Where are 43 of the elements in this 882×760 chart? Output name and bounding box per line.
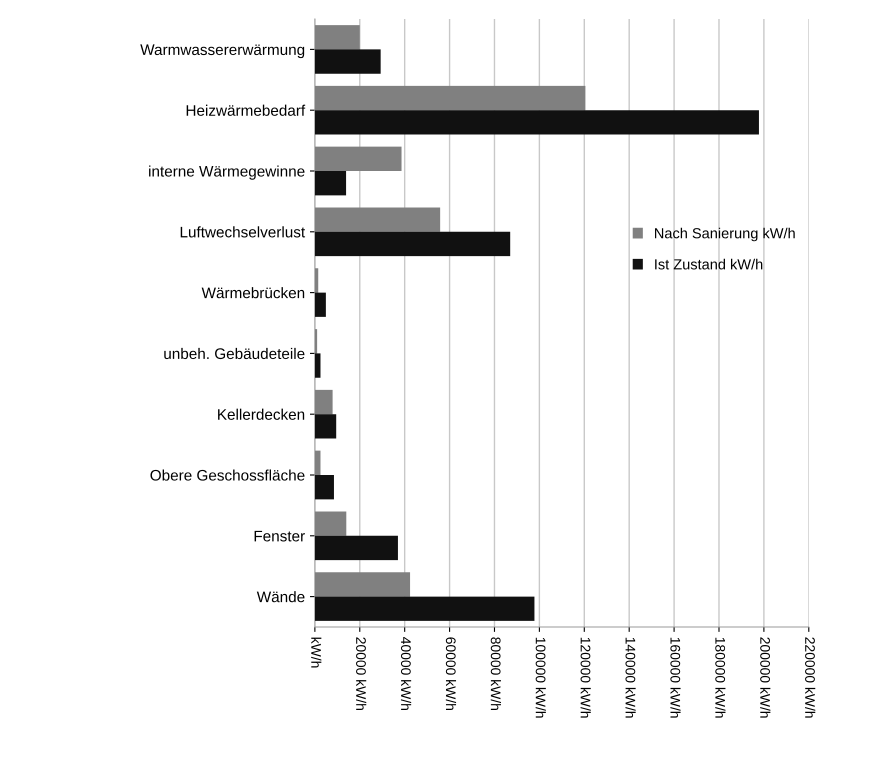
- x-tick-label: 160000 kW/h: [670, 638, 681, 718]
- bar: [314, 232, 510, 256]
- y-tick-label: Fenster: [254, 530, 305, 542]
- y-tick-label: Kellerdecken: [218, 408, 304, 420]
- bar: [314, 450, 320, 475]
- x-tick-label: 200000 kW/h: [760, 637, 770, 718]
- bar: [314, 414, 336, 439]
- y-tick-label: Wände: [256, 591, 304, 602]
- bar: [314, 110, 759, 135]
- bar: [314, 171, 346, 196]
- legend-label: Nach Sanierung kW/h: [655, 228, 795, 242]
- bar: [314, 475, 334, 500]
- y-tick-label: interne Wärmegewinne: [149, 165, 304, 180]
- bar: [314, 329, 318, 354]
- bar: [314, 596, 534, 621]
- x-tick-label: 60000 kW/h: [446, 637, 456, 710]
- x-tick-label: 140000 kW/h: [625, 638, 636, 718]
- x-tick-label: 180000 kW/h: [715, 638, 726, 718]
- x-tick-label: 100000 kW/h: [536, 638, 546, 718]
- x-tick-label: kW/h: [311, 638, 322, 668]
- y-tick-label: unbeh. Gebäudeteile: [164, 348, 304, 360]
- bar: [314, 353, 320, 378]
- x-tick-label: 80000 kW/h: [490, 637, 501, 710]
- bar: [314, 25, 360, 50]
- y-tick-label: Heizwärmebedarf: [186, 104, 306, 116]
- x-tick-label: 120000 kW/h: [580, 638, 591, 718]
- bar: [314, 572, 410, 597]
- bar: [314, 146, 402, 171]
- y-tick-label: Luftwechselverlust: [180, 226, 306, 238]
- bar: [314, 207, 440, 232]
- bar: [314, 86, 586, 110]
- bar: [314, 390, 333, 414]
- y-tick-label: Obere Geschossfläche: [150, 469, 304, 481]
- x-tick-label: 20000 kW/h: [356, 637, 366, 710]
- bar: [314, 536, 398, 560]
- x-tick-label: 40000 kW/h: [400, 637, 412, 710]
- y-tick-label: Wärmebrücken: [202, 287, 304, 298]
- x-tick-label: 220000 kW/h: [805, 637, 816, 718]
- bar: [314, 292, 326, 317]
- bar: [314, 511, 346, 536]
- y-tick-label: Warmwassererwärmung: [140, 44, 304, 58]
- legend-label: Ist Zustand kW/h: [655, 258, 762, 270]
- bar: [314, 49, 381, 74]
